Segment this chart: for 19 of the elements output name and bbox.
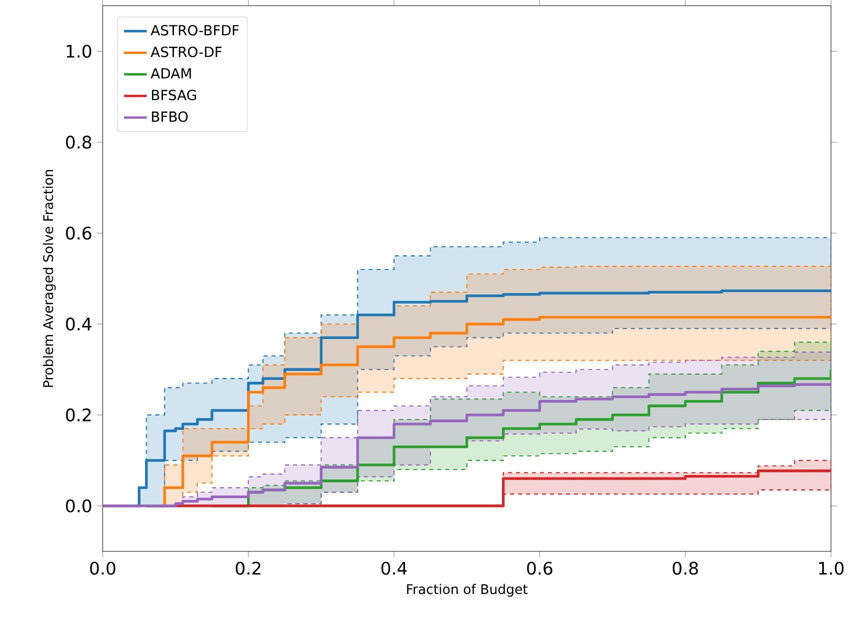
- y-tick-label: 1.0: [66, 44, 92, 58]
- x-tick-label: 0.4: [381, 562, 407, 575]
- legend-label: BFBO: [152, 111, 188, 122]
- y-axis-title: Problem Averaged Solve Fraction: [42, 170, 56, 387]
- x-tick-label: 0.6: [527, 562, 552, 575]
- legend-label: ASTRO-BFDF: [150, 24, 239, 36]
- x-axis-title: Fraction of Budget: [407, 584, 528, 597]
- y-tick-label: 0.4: [66, 317, 92, 330]
- x-tick-label: 0.0: [90, 562, 116, 575]
- legend-label: BFSAG: [152, 90, 196, 100]
- x-tick-label: 1.0: [819, 562, 844, 575]
- y-tick-label: 0.2: [66, 408, 91, 422]
- legend-label: ASTRO-DF: [150, 46, 222, 57]
- y-tick-label: 0.8: [66, 135, 92, 149]
- legend-label: ADAM: [150, 68, 191, 78]
- x-tick-label: 0.8: [672, 562, 698, 575]
- y-tick-label: 0.6: [66, 226, 92, 240]
- y-tick-label: 0.0: [66, 499, 92, 512]
- x-tick-label: 0.2: [236, 562, 260, 575]
